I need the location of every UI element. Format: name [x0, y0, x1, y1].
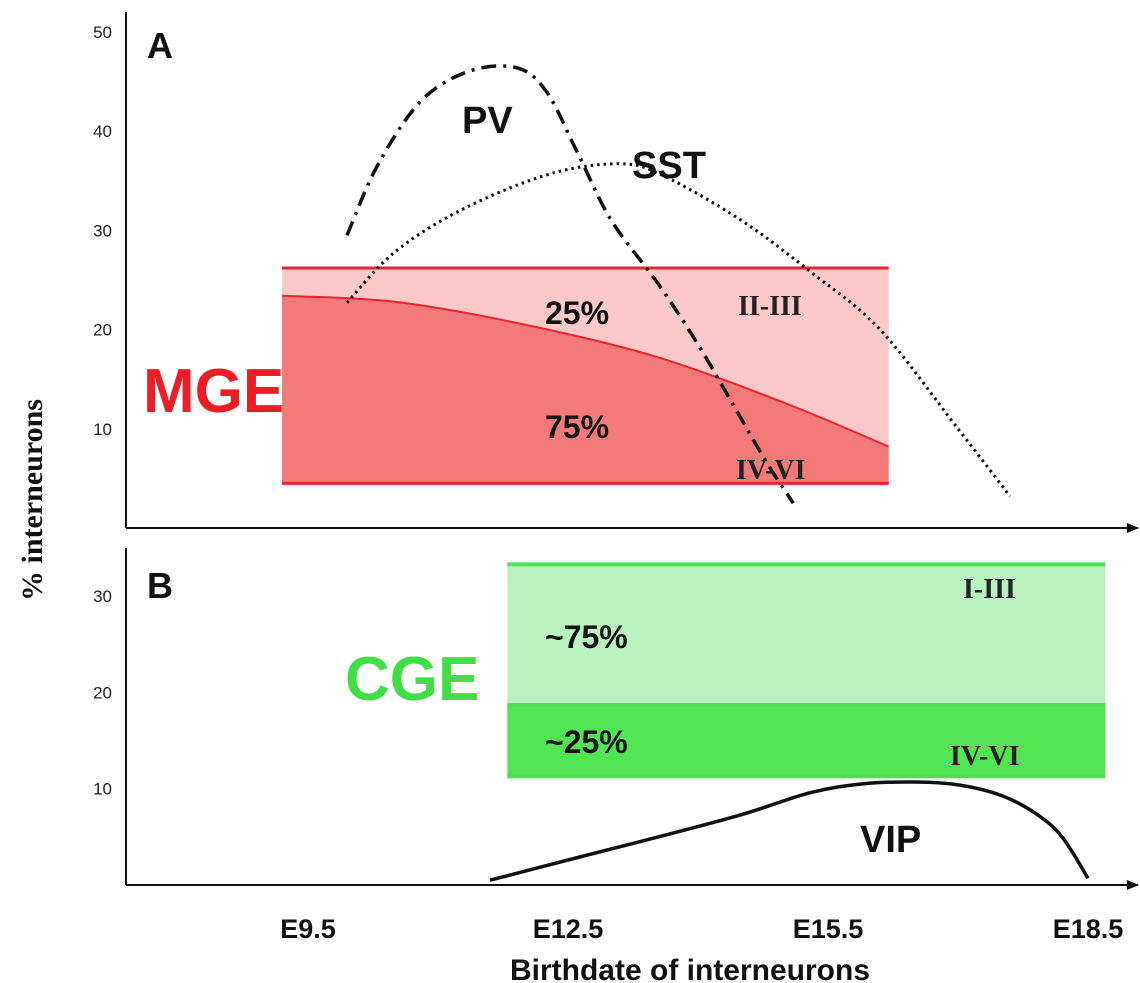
- vip-label: VIP: [860, 819, 921, 861]
- panel-a: 10 20 30 40 50 A MGE PV SST 25% 75% II-III I…: [93, 12, 1139, 533]
- mge-upper-share: 25%: [545, 295, 609, 331]
- cge-upper-layer-label: I-III: [963, 574, 1016, 605]
- sst-curve: [345, 162, 1012, 498]
- y-tick-label: 40: [93, 122, 112, 141]
- mge-layer-divider-curve: [281, 294, 890, 448]
- panel-b-y-ticks: 10 20 30: [93, 587, 112, 799]
- y-tick-label: 10: [93, 780, 112, 799]
- x-tick-label: E18.5: [1053, 914, 1124, 944]
- panel-a-letter: A: [147, 25, 173, 66]
- vip-curve: [489, 780, 1090, 882]
- x-tick-label: E9.5: [280, 914, 336, 944]
- cge-region-label: CGE: [345, 645, 479, 714]
- sst-label: SST: [632, 145, 706, 187]
- y-tick-label: 10: [93, 420, 112, 439]
- y-tick-label: 20: [93, 683, 112, 702]
- x-tick-label: E12.5: [533, 914, 604, 944]
- mge-region-label: MGE: [143, 357, 284, 426]
- y-tick-label: 30: [93, 221, 112, 240]
- cge-lower-layer-label: IV-VI: [950, 741, 1019, 772]
- panel-a-y-ticks: 10 20 30 40 50: [93, 23, 112, 439]
- panel-b-letter: B: [147, 565, 173, 606]
- mge-band-lower-layers: [282, 295, 889, 484]
- cge-band-upper-layers: [507, 564, 1106, 705]
- pv-curve: [345, 64, 795, 505]
- y-tick-label: 50: [93, 23, 112, 42]
- y-axis-title: % interneurons: [16, 399, 49, 601]
- cge-upper-share: ~75%: [545, 619, 628, 655]
- y-tick-label: 20: [93, 321, 112, 340]
- cge-lower-share: ~25%: [545, 724, 628, 760]
- x-tick-labels: E9.5 E12.5 E15.5 E18.5: [280, 914, 1123, 944]
- mge-lower-share: 75%: [545, 409, 609, 445]
- mge-lower-layer-label: IV-VI: [736, 455, 805, 486]
- cge-band-lower-layers: [507, 704, 1106, 777]
- mge-upper-layer-label: II-III: [738, 291, 802, 322]
- pv-label: PV: [462, 100, 513, 142]
- x-axis-title: Birthdate of interneurons: [510, 954, 870, 983]
- y-tick-label: 30: [93, 587, 112, 606]
- x-tick-label: E15.5: [793, 914, 864, 944]
- panel-b: 10 20 30 E9.5 E12.5 E15.5 E18.5 B CGE VIP ~75…: [93, 548, 1139, 983]
